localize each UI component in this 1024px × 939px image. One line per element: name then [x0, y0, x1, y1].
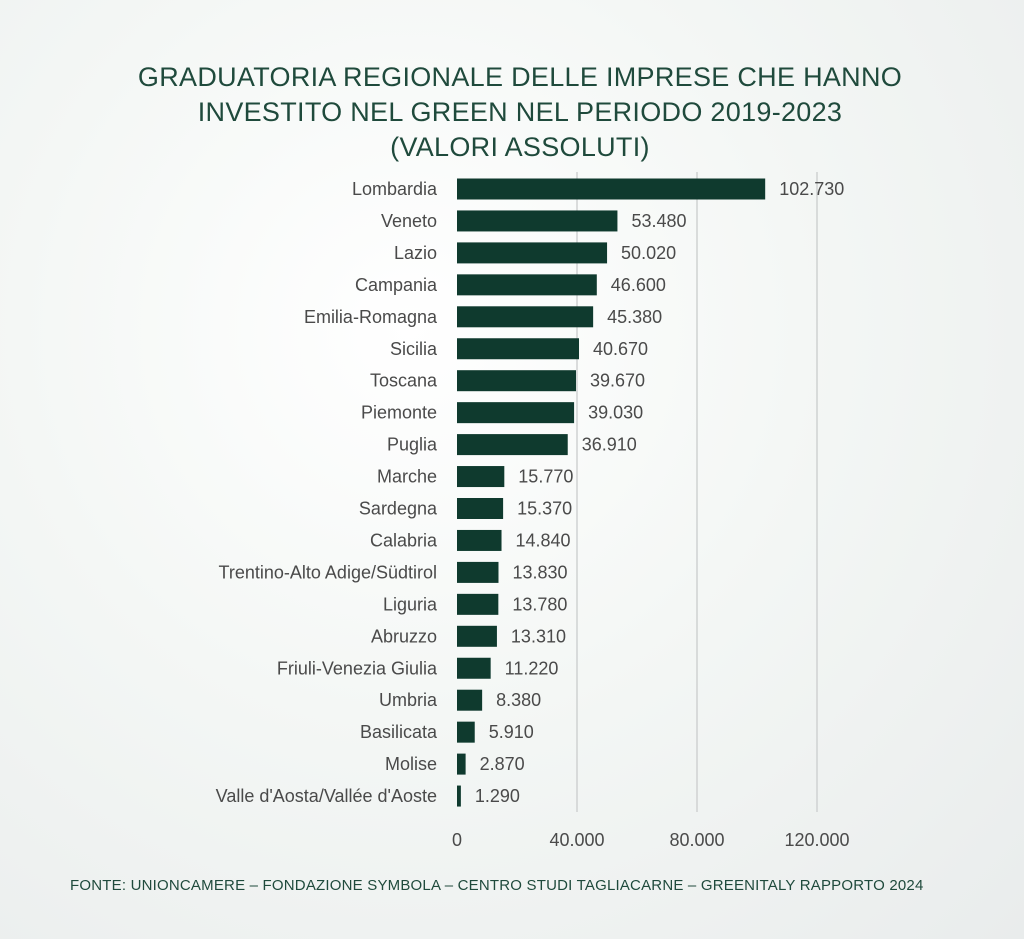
bar-10 — [457, 498, 504, 519]
bar-12 — [457, 561, 499, 583]
bar-14 — [457, 625, 497, 647]
value-label-8: 36.910 — [582, 435, 637, 455]
bar-6 — [457, 370, 577, 392]
category-label-13: Liguria — [383, 594, 438, 614]
category-label-6: Toscana — [370, 371, 438, 391]
category-label-16: Umbria — [379, 690, 438, 710]
value-label-5: 40.670 — [593, 339, 648, 359]
category-label-8: Puglia — [387, 435, 438, 455]
bar-19 — [457, 785, 461, 807]
category-label-4: Emilia-Romagna — [304, 307, 438, 327]
category-label-0: Lombardia — [352, 179, 438, 199]
value-label-11: 14.840 — [516, 530, 571, 550]
chart-title: GRADUATORIA REGIONALE DELLE IMPRESE CHE … — [0, 60, 1024, 165]
value-label-15: 11.220 — [505, 658, 559, 678]
bar-18 — [457, 753, 466, 775]
bar-5 — [457, 338, 580, 360]
bar-3 — [457, 274, 597, 296]
bar-0 — [457, 178, 766, 200]
value-label-16: 8.380 — [496, 690, 541, 710]
title-line-3: (VALORI ASSOLUTI) — [390, 132, 650, 162]
category-label-18: Molise — [385, 754, 437, 774]
value-label-10: 15.370 — [517, 499, 572, 519]
value-label-3: 46.600 — [611, 275, 666, 295]
bar-4 — [457, 306, 594, 328]
category-label-12: Trentino-Alto Adige/Südtirol — [219, 562, 437, 582]
title-line-2: INVESTITO NEL GREEN NEL PERIODO 2019-202… — [197, 97, 843, 127]
bar-7 — [457, 402, 575, 424]
category-label-10: Sardegna — [359, 499, 438, 519]
value-label-1: 53.480 — [631, 211, 686, 231]
bar-chart: Lombardia 102.730 Veneto 53.480 Lazio 50.020 C… — [216, 172, 850, 850]
value-label-7: 39.030 — [588, 403, 643, 423]
value-label-6: 39.670 — [590, 371, 645, 391]
category-label-7: Piemonte — [361, 403, 437, 423]
value-label-18: 2.870 — [480, 754, 525, 774]
bar-15 — [457, 657, 491, 679]
category-label-1: Veneto — [381, 211, 437, 231]
bar-13 — [457, 593, 499, 615]
value-label-17: 5.910 — [489, 722, 534, 742]
title-line-1: GRADUATORIA REGIONALE DELLE IMPRESE CHE … — [137, 62, 903, 92]
source-note: FONTE: UNIONCAMERE – FONDAZIONE SYMBOLA … — [70, 877, 924, 894]
value-label-19: 1.290 — [475, 786, 520, 806]
value-label-0: 102.730 — [779, 179, 844, 199]
x-tick-label-3: 120.000 — [784, 830, 849, 850]
category-label-5: Sicilia — [390, 339, 438, 359]
category-label-9: Marche — [377, 467, 437, 487]
value-label-13: 13.780 — [512, 594, 567, 614]
category-label-19: Valle d'Aosta/Vallée d'Aoste — [216, 786, 437, 806]
category-label-15: Friuli-Venezia Giulia — [277, 658, 438, 678]
bar-16 — [457, 689, 483, 711]
x-tick-label-1: 40.000 — [549, 830, 604, 850]
value-label-4: 45.380 — [607, 307, 662, 327]
value-label-2: 50.020 — [621, 243, 676, 263]
category-label-11: Calabria — [370, 530, 438, 550]
bar-1 — [457, 210, 618, 232]
category-label-2: Lazio — [394, 243, 437, 263]
bar-8 — [457, 434, 568, 456]
value-label-12: 13.830 — [512, 562, 567, 582]
bar-9 — [457, 466, 505, 488]
value-label-9: 15.770 — [518, 467, 573, 487]
bar-17 — [457, 721, 475, 743]
bar-11 — [457, 529, 502, 551]
value-label-14: 13.310 — [511, 626, 566, 646]
category-label-17: Basilicata — [360, 722, 438, 742]
x-tick-label-0: 0 — [452, 830, 462, 850]
category-label-14: Abruzzo — [371, 626, 437, 646]
category-label-3: Campania — [355, 275, 438, 295]
bar-2 — [457, 242, 608, 264]
x-tick-label-2: 80.000 — [669, 830, 724, 850]
